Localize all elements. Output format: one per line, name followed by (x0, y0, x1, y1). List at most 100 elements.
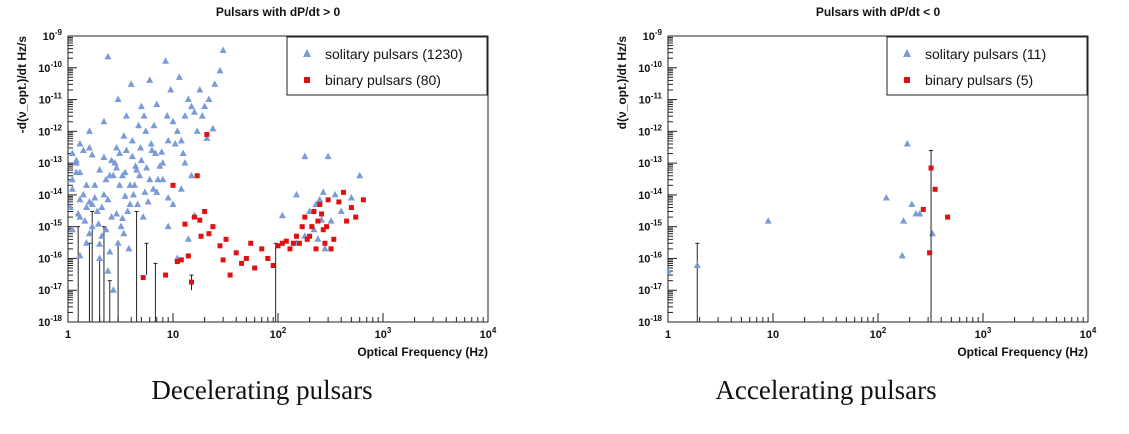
y-axis-label: d(ν_opt.)/dt Hz/s (615, 36, 629, 130)
solitary-point (68, 175, 76, 183)
solitary-point (68, 225, 76, 233)
solitary-point (104, 52, 112, 60)
y-tick-label: 10-10 (638, 60, 662, 75)
binary-point (928, 165, 934, 171)
solitary-point (104, 195, 112, 203)
solitary-point (347, 193, 355, 201)
solitary-point (149, 185, 157, 192)
solitary-point (216, 66, 224, 74)
solitary-point (134, 200, 142, 207)
binary-point (353, 214, 359, 220)
solitary-point (132, 162, 140, 169)
solitary-point (167, 85, 175, 93)
binary-point (188, 279, 194, 285)
solitary-point (908, 200, 916, 207)
solitary-point (96, 254, 104, 261)
solitary-point (96, 166, 104, 173)
solitary-point (177, 185, 185, 192)
binary-point (163, 272, 169, 278)
legend-label: binary pulsars (5) (925, 72, 1033, 88)
solitary-point (140, 112, 148, 119)
solitary-point (126, 200, 134, 207)
solitary-point (154, 175, 162, 183)
solitary-point (219, 46, 227, 53)
binary-point (227, 272, 233, 278)
binary-point (210, 224, 216, 230)
legend-marker-binary (304, 77, 310, 83)
binary-point (198, 233, 204, 239)
y-tick-label: 10-13 (38, 155, 62, 170)
binary-point (319, 211, 325, 217)
solitary-point (158, 148, 166, 155)
binary-point (325, 197, 331, 203)
solitary-point (181, 159, 189, 166)
chart-title: Pulsars with dP/dt > 0 (216, 5, 341, 19)
solitary-point (100, 190, 108, 198)
binary-point (290, 240, 296, 246)
binary-point (324, 224, 330, 230)
solitary-point (764, 217, 772, 224)
legend-marker-solitary (903, 49, 911, 57)
solitary-point (162, 57, 170, 64)
solitary-point (147, 139, 155, 147)
y-tick-label: 10-18 (38, 314, 62, 329)
solitary-point (316, 195, 324, 203)
plot-marks (68, 46, 366, 322)
binary-point (328, 246, 334, 252)
solitary-point (177, 136, 185, 144)
solitary-point (100, 117, 108, 125)
solitary-point (117, 222, 125, 230)
y-tick-label: 10-17 (38, 282, 62, 297)
binary-point (299, 224, 305, 230)
solitary-point (150, 121, 158, 129)
x-tick-label: 104 (1080, 326, 1097, 341)
legend-label: solitary pulsars (1230) (325, 46, 463, 62)
caption-accelerating: Accelerating pulsars (715, 375, 937, 405)
solitary-point (109, 286, 117, 293)
solitary-point (164, 222, 172, 230)
solitary-point (171, 139, 179, 147)
solitary-point (173, 127, 181, 134)
x-tick-label: 104 (480, 326, 497, 341)
legend: solitary pulsars (1230) binary pulsars (8… (286, 36, 488, 96)
solitary-point (151, 149, 159, 157)
binary-point (182, 221, 188, 227)
legend-box (886, 36, 1088, 96)
solitary-point (93, 207, 101, 215)
solitary-point (278, 211, 286, 219)
solitary-point (327, 217, 335, 224)
binary-point (348, 205, 354, 211)
solitary-point (133, 166, 141, 173)
legend-marker-binary (904, 77, 910, 83)
solitary-point (88, 200, 96, 207)
x-tick-label: 1 (65, 329, 71, 341)
binary-point (932, 186, 938, 192)
solitary-point (136, 171, 144, 179)
chart-title: Pulsars with dP/dt < 0 (816, 5, 941, 19)
solitary-point (72, 156, 80, 164)
solitary-point (146, 175, 154, 183)
solitary-point (163, 112, 171, 119)
y-tick-label: 10-11 (39, 92, 63, 107)
binary-point (302, 214, 308, 220)
y-tick-label: 10-16 (38, 250, 62, 265)
y-tick-label: 10-16 (638, 250, 662, 265)
solitary-point (148, 146, 156, 153)
solitary-point (120, 132, 128, 139)
solitary-point (331, 190, 339, 198)
solitary-point (141, 188, 149, 195)
solitary-point (79, 146, 87, 153)
x-tick-label: 102 (270, 326, 287, 341)
binary-point (296, 240, 302, 246)
solitary-point (102, 225, 110, 233)
solitary-point (102, 175, 110, 183)
solitary-point (109, 171, 117, 179)
y-tick-label: 10-18 (638, 314, 662, 329)
chart-decelerating: Pulsars with dP/dt > 0 1 10 102 103 104 10-18 1… (15, 5, 497, 359)
solitary-point (169, 117, 177, 125)
solitary-point (898, 251, 906, 259)
solitary-point (118, 171, 126, 179)
y-tick-label: 10-10 (38, 60, 62, 75)
solitary-point (85, 229, 93, 237)
binary-point (170, 182, 176, 188)
